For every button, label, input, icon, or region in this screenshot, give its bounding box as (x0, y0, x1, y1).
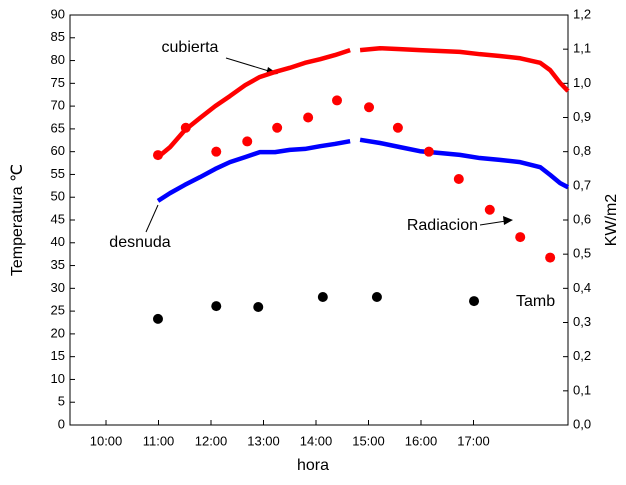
y2-tick-label: 0,4 (573, 280, 591, 295)
dot (211, 146, 222, 157)
y-tick-label: 10 (51, 371, 65, 386)
dot (469, 296, 480, 307)
arrow-head (503, 216, 513, 225)
y-tick-label: 70 (51, 98, 65, 113)
y2-tick-label: 0,8 (573, 143, 591, 158)
dot (211, 301, 222, 312)
dot (242, 136, 253, 147)
y2-tick-label: 0,9 (573, 109, 591, 124)
x-tick-label: 15:00 (352, 433, 385, 448)
dot (180, 122, 191, 133)
dot (423, 146, 434, 157)
x-axis-title: hora (297, 457, 329, 474)
dot (371, 291, 382, 302)
y-tick-label: 25 (51, 303, 65, 318)
pointer (225, 57, 273, 73)
y2-tick-label: 1,1 (573, 41, 591, 56)
dot (152, 313, 163, 324)
dot (317, 291, 328, 302)
x-tick-label: 10:00 (90, 433, 123, 448)
dot (484, 204, 495, 215)
y-tick-label: 65 (51, 120, 65, 135)
y2-tick-label: 0,2 (573, 348, 591, 363)
x-tick-label: 17:00 (457, 433, 490, 448)
y-tick-label: 15 (51, 348, 65, 363)
dot (453, 174, 464, 184)
series-label: Radiacion (407, 217, 478, 234)
y2-tick-label: 0,0 (573, 416, 591, 431)
line (156, 137, 570, 203)
y2-tick-label: 1,0 (573, 75, 591, 90)
y-tick-label: 85 (51, 29, 65, 44)
y-tick-label: 80 (51, 52, 65, 67)
y-tick-label: 5 (58, 394, 65, 409)
y-tick-label: 75 (51, 75, 65, 90)
y2-tick-label: 0,6 (573, 211, 591, 226)
series-label: cubierta (162, 39, 219, 56)
y-tick-label: 0 (58, 416, 65, 431)
dot (272, 122, 283, 133)
plot-frame (69, 14, 569, 426)
dot (303, 112, 314, 123)
y-tick-label: 60 (51, 143, 65, 158)
series-label: desnuda (109, 234, 170, 251)
pointer (479, 220, 507, 226)
dot (332, 95, 343, 106)
y2-tick-label: 0,3 (573, 314, 591, 329)
y2-tick-label: 0,1 (573, 382, 591, 397)
y-tick-label: 35 (51, 257, 65, 272)
series-label: Tamb (516, 293, 555, 310)
dot (392, 122, 403, 133)
y2-tick-label: 0,7 (573, 177, 591, 192)
dot (515, 232, 526, 243)
y-tick-label: 20 (51, 325, 65, 340)
y2-tick-label: 1,2 (573, 6, 591, 21)
x-tick-label: 12:00 (195, 433, 228, 448)
x-tick-label: 16:00 (405, 433, 438, 448)
y-tick-label: 55 (51, 166, 65, 181)
y-tick-label: 45 (51, 211, 65, 226)
y-axis-title: Temperatura ℃ (9, 164, 26, 276)
x-tick-label: 14:00 (300, 433, 333, 448)
dot (364, 102, 375, 113)
y-tick-label: 50 (51, 189, 65, 204)
dot (253, 302, 264, 313)
y-tick-label: 40 (51, 234, 65, 249)
y2-tick-label: 0,5 (573, 246, 591, 261)
y-tick-label: 90 (51, 6, 65, 21)
y-tick-label: 30 (51, 280, 65, 295)
x-tick-label: 13:00 (247, 433, 280, 448)
pointer (145, 204, 159, 233)
x-tick-label: 11:00 (143, 433, 175, 448)
dot (152, 150, 163, 161)
dot (545, 252, 556, 263)
y2-axis-title: KW/m2 (603, 194, 620, 247)
